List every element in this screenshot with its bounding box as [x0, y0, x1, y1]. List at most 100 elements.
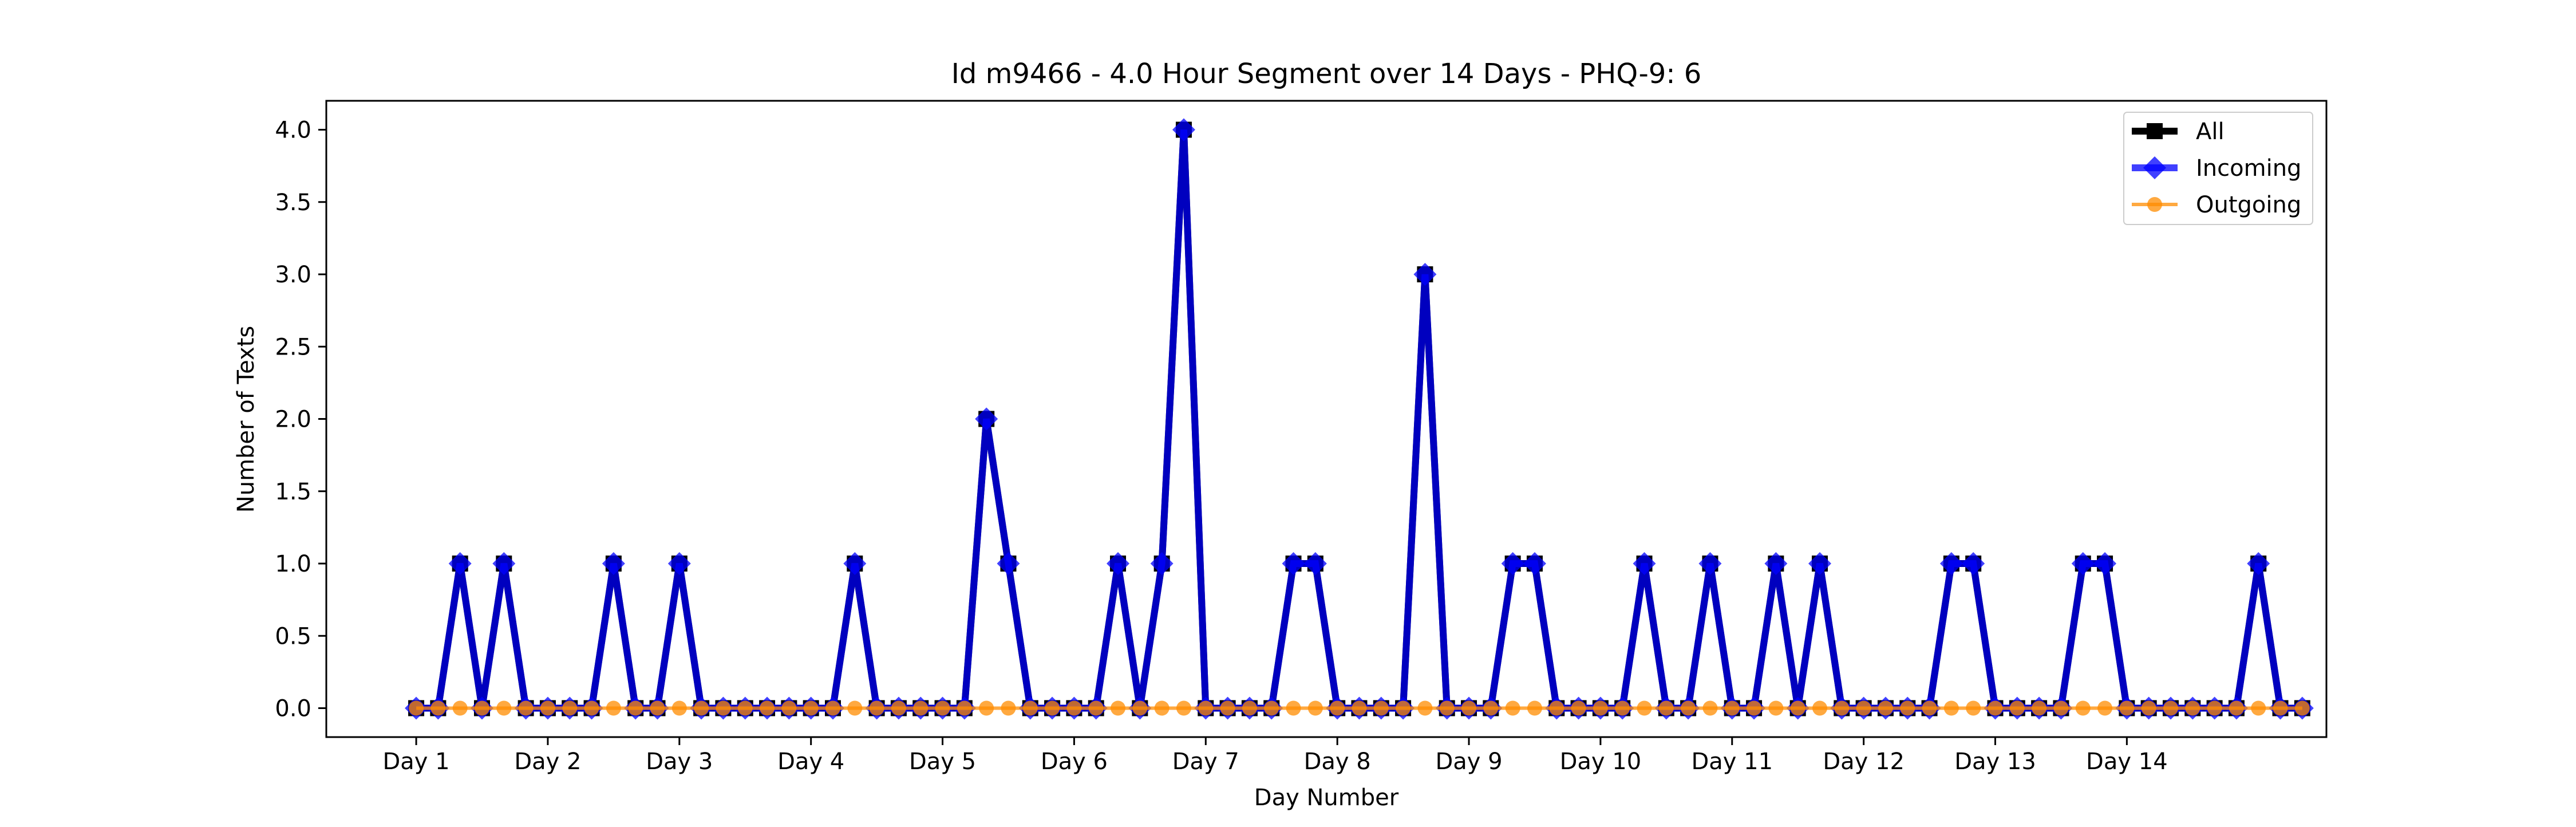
- data-point-outgoing: [1966, 700, 1981, 716]
- data-point-outgoing: [1747, 700, 1762, 716]
- legend-marker-all: [2147, 123, 2163, 139]
- legend-label-outgoing: Outgoing: [2196, 192, 2301, 218]
- data-point-incoming: [997, 552, 1020, 575]
- y-tick-label: 2.5: [275, 334, 311, 360]
- data-point-outgoing: [452, 700, 468, 716]
- data-point-outgoing: [1022, 700, 1038, 716]
- data-point-outgoing: [1615, 700, 1630, 716]
- x-tick-label: Day 1: [382, 749, 449, 775]
- data-point-outgoing: [2163, 700, 2178, 716]
- data-point-outgoing: [2075, 700, 2091, 716]
- data-point-outgoing: [496, 700, 512, 716]
- data-point-incoming: [492, 552, 516, 575]
- data-point-incoming: [1282, 552, 1305, 575]
- data-point-incoming: [1808, 552, 1832, 575]
- data-point-outgoing: [1264, 700, 1279, 716]
- data-point-outgoing: [1330, 700, 1345, 716]
- data-point-outgoing: [1111, 700, 1126, 716]
- data-point-incoming: [1501, 552, 1524, 575]
- data-point-outgoing: [1878, 700, 1893, 716]
- x-tick-label: Day 12: [1823, 749, 1905, 775]
- data-point-incoming: [1633, 552, 1656, 575]
- data-point-incoming: [1172, 118, 1195, 141]
- data-point-outgoing: [760, 700, 775, 716]
- data-point-outgoing: [1461, 700, 1477, 716]
- data-point-outgoing: [1527, 700, 1542, 716]
- x-tick-label: Day 3: [646, 749, 713, 775]
- data-point-outgoing: [1176, 700, 1191, 716]
- data-point-incoming: [1764, 552, 1788, 575]
- data-point-outgoing: [781, 700, 797, 716]
- data-point-incoming: [1523, 552, 1546, 575]
- plot-area: [405, 118, 2314, 720]
- data-point-outgoing: [628, 700, 643, 716]
- data-point-outgoing: [1198, 700, 1214, 716]
- data-point-outgoing: [1439, 700, 1455, 716]
- data-point-outgoing: [1637, 700, 1652, 716]
- data-point-outgoing: [1352, 700, 1367, 716]
- y-tick-label: 2.0: [275, 407, 311, 433]
- data-point-outgoing: [2119, 700, 2135, 716]
- data-point-outgoing: [1922, 700, 1937, 716]
- data-point-incoming: [843, 552, 867, 575]
- legend-marker-incoming: [2143, 156, 2166, 179]
- series-all: [408, 121, 2310, 716]
- data-point-outgoing: [2141, 700, 2156, 716]
- series-outgoing: [409, 700, 2310, 716]
- data-point-outgoing: [1834, 700, 1850, 716]
- data-point-incoming: [975, 407, 998, 431]
- y-axis-label: Number of Texts: [233, 326, 259, 513]
- legend-item-incoming: Incoming: [2132, 155, 2301, 182]
- data-point-outgoing: [606, 700, 621, 716]
- data-point-outgoing: [1417, 700, 1433, 716]
- data-point-outgoing: [1088, 700, 1104, 716]
- data-point-outgoing: [409, 700, 424, 716]
- data-point-outgoing: [1001, 700, 1016, 716]
- data-point-incoming: [2071, 552, 2095, 575]
- y-tick-label: 3.5: [275, 190, 311, 216]
- data-point-incoming: [1303, 552, 1327, 575]
- data-point-outgoing: [584, 700, 599, 716]
- x-tick-label: Day 10: [1560, 749, 1642, 775]
- data-point-outgoing: [1373, 700, 1389, 716]
- data-point-outgoing: [1549, 700, 1564, 716]
- series-line-all: [416, 129, 2302, 712]
- series-line-incoming: [416, 129, 2302, 712]
- data-point-outgoing: [1220, 700, 1235, 716]
- data-point-outgoing: [935, 700, 950, 716]
- y-tick-label: 0.5: [275, 623, 311, 649]
- data-point-outgoing: [1483, 700, 1499, 716]
- data-point-outgoing: [2273, 700, 2288, 716]
- legend: All Incoming Outgoing: [2123, 112, 2313, 225]
- x-tick-label: Day 11: [1691, 749, 1773, 775]
- data-point-outgoing: [2294, 700, 2310, 716]
- y-tick-label: 0.0: [275, 696, 311, 722]
- data-point-outgoing: [475, 700, 490, 716]
- data-point-outgoing: [1066, 700, 1082, 716]
- legend-label-all: All: [2196, 119, 2225, 145]
- data-point-outgoing: [562, 700, 578, 716]
- data-point-outgoing: [2009, 700, 2025, 716]
- data-point-outgoing: [1681, 700, 1696, 716]
- data-point-outgoing: [1768, 700, 1784, 716]
- data-point-outgoing: [1790, 700, 1805, 716]
- data-point-outgoing: [1132, 700, 1148, 716]
- data-point-outgoing: [803, 700, 819, 716]
- data-point-outgoing: [891, 700, 906, 716]
- data-point-incoming: [448, 552, 472, 575]
- data-point-outgoing: [1943, 700, 1959, 716]
- data-point-outgoing: [1812, 700, 1828, 716]
- data-point-outgoing: [1724, 700, 1740, 716]
- data-point-outgoing: [2032, 700, 2047, 716]
- data-point-outgoing: [1154, 700, 1170, 716]
- data-point-outgoing: [1307, 700, 1323, 716]
- data-point-outgoing: [1702, 700, 1718, 716]
- data-point-outgoing: [2207, 700, 2222, 716]
- data-point-outgoing: [1045, 700, 1060, 716]
- data-point-outgoing: [847, 700, 863, 716]
- data-point-outgoing: [671, 700, 687, 716]
- y-tick-label: 4.0: [275, 117, 311, 144]
- y-tick-label: 1.0: [275, 551, 311, 577]
